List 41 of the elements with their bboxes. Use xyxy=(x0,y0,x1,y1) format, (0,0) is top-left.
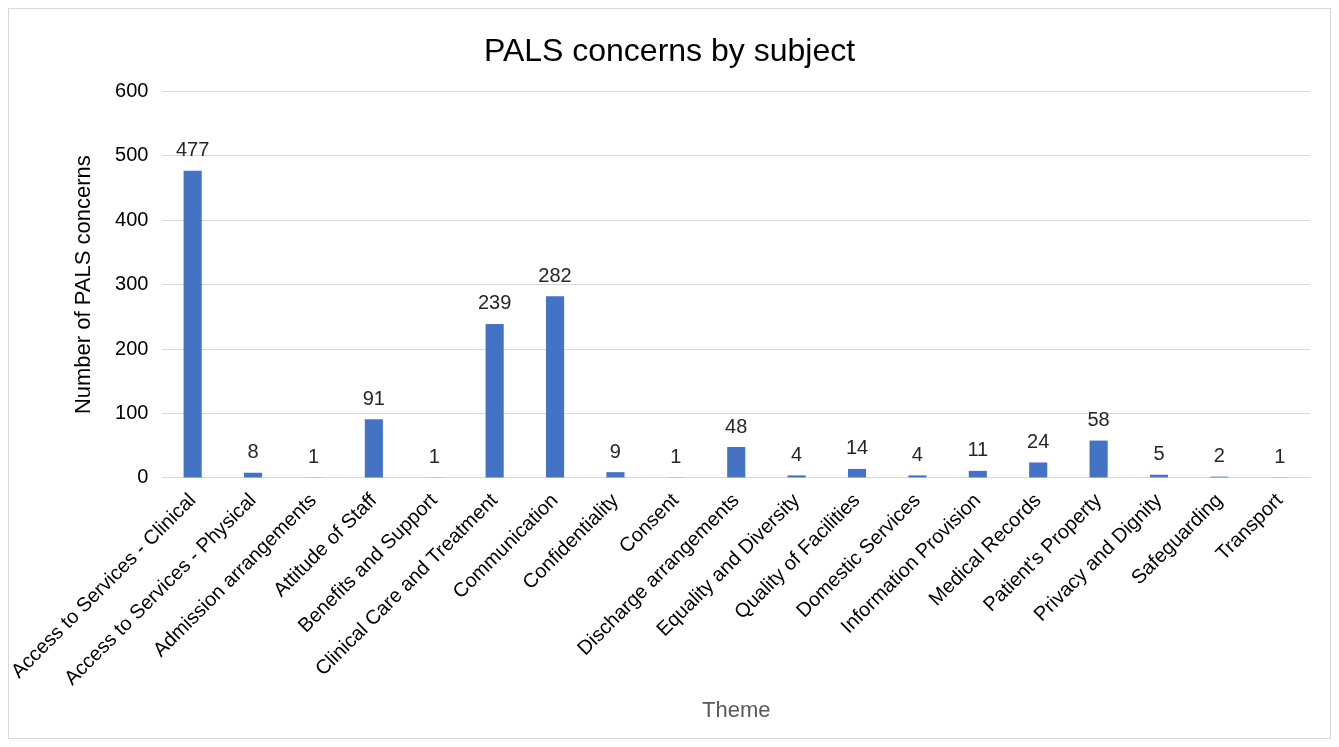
data-label: 8 xyxy=(247,440,259,463)
data-label: 4 xyxy=(791,442,803,465)
bar xyxy=(364,419,383,478)
bar xyxy=(606,472,625,478)
bar xyxy=(968,470,987,478)
data-label: 58 xyxy=(1087,408,1110,431)
bar xyxy=(847,468,867,478)
x-axis-title: Theme xyxy=(701,696,771,722)
data-label: 239 xyxy=(477,291,512,314)
bar xyxy=(908,475,927,478)
y-tick-label: 400 xyxy=(115,207,149,230)
data-label: 4 xyxy=(911,442,923,465)
bar xyxy=(485,323,504,478)
data-label: 24 xyxy=(1027,429,1050,452)
bar xyxy=(545,296,565,478)
y-tick-label: 300 xyxy=(115,272,149,295)
data-label: 1 xyxy=(1274,444,1286,467)
data-label: 477 xyxy=(175,138,210,161)
data-label: 1 xyxy=(428,444,440,467)
data-label: 14 xyxy=(845,436,869,459)
y-tick-label: 200 xyxy=(115,336,149,359)
data-label: 91 xyxy=(362,386,385,409)
bar xyxy=(1029,462,1048,478)
bar xyxy=(183,170,202,478)
data-label: 2 xyxy=(1213,444,1225,467)
y-axis-title: Number of PALS concerns xyxy=(69,155,95,415)
data-label: 11 xyxy=(967,438,989,461)
y-tick-label: 100 xyxy=(115,401,149,424)
data-label: 9 xyxy=(609,439,621,462)
data-label: 48 xyxy=(725,414,748,437)
y-tick-label: 500 xyxy=(115,143,149,166)
bar xyxy=(727,447,746,478)
data-label: 5 xyxy=(1153,442,1165,465)
chart-title: PALS concerns by subject xyxy=(483,32,856,69)
data-label: 282 xyxy=(538,263,572,286)
bar xyxy=(787,475,806,478)
data-label: 1 xyxy=(307,444,320,467)
y-tick-label: 0 xyxy=(137,465,149,488)
y-tick-label: 600 xyxy=(115,78,149,101)
bar xyxy=(1089,440,1108,478)
data-label: 1 xyxy=(670,444,682,467)
